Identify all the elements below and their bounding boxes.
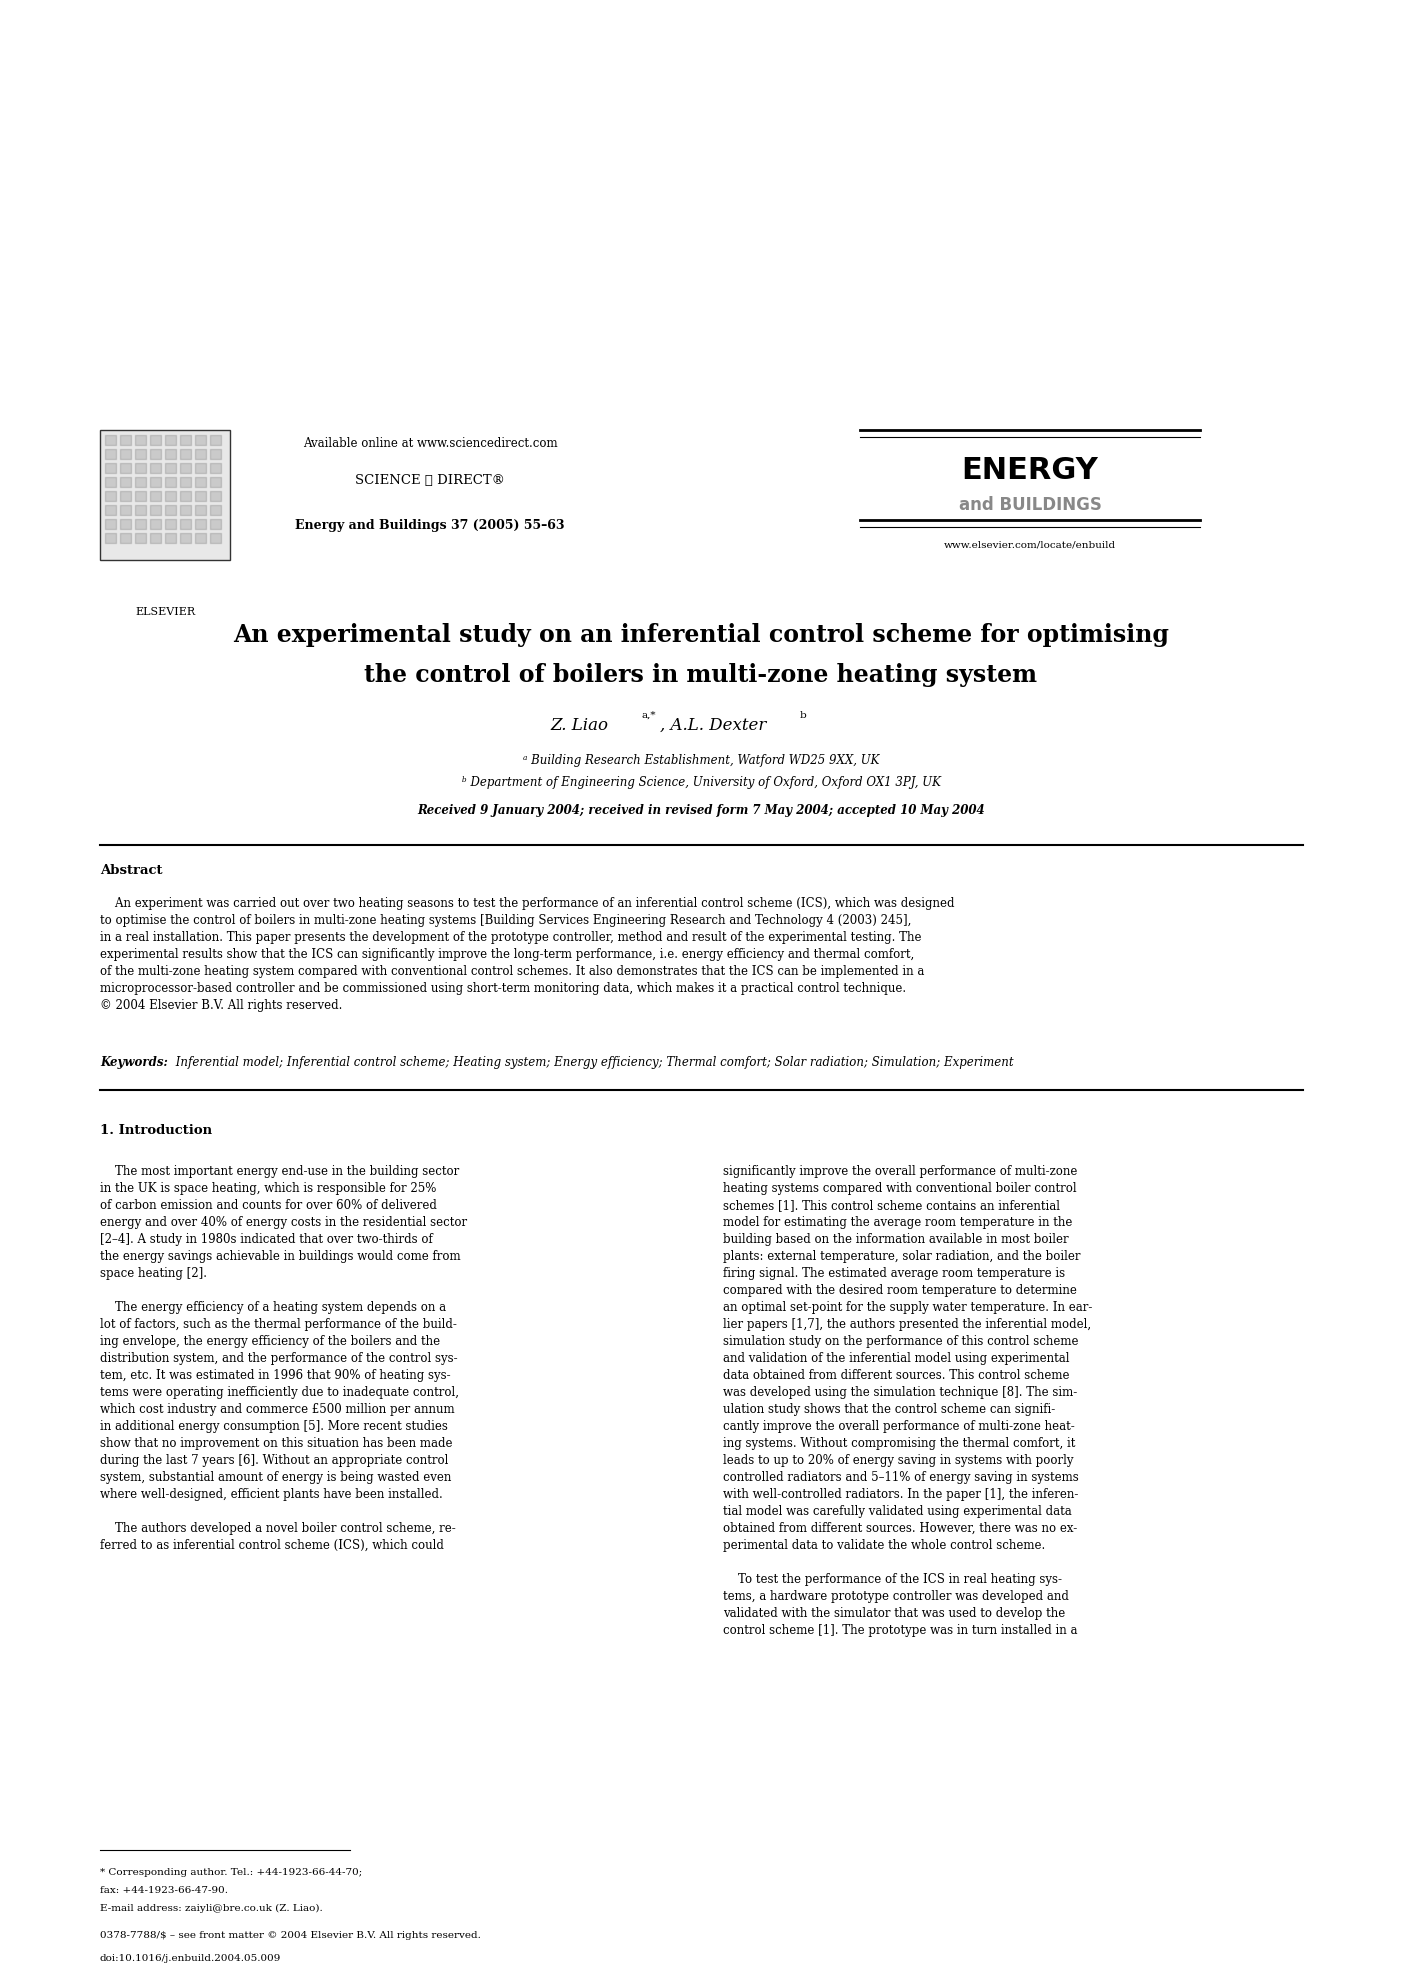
Text: Available online at www.sciencedirect.com: Available online at www.sciencedirect.co… — [303, 437, 557, 449]
Text: 0378-7788/$ – see front matter © 2004 Elsevier B.V. All rights reserved.: 0378-7788/$ – see front matter © 2004 El… — [100, 1931, 481, 1939]
Text: SCIENCE ⓐ DIRECT®: SCIENCE ⓐ DIRECT® — [355, 474, 505, 486]
Text: www.elsevier.com/locate/enbuild: www.elsevier.com/locate/enbuild — [944, 540, 1115, 550]
Text: significantly improve the overall performance of multi-zone
heating systems comp: significantly improve the overall perfor… — [723, 1165, 1093, 1638]
Text: ENERGY: ENERGY — [961, 455, 1099, 484]
Text: The most important energy end-use in the building sector
in the UK is space heat: The most important energy end-use in the… — [100, 1165, 467, 1552]
Text: ᵇ Department of Engineering Science, University of Oxford, Oxford OX1 3PJ, UK: ᵇ Department of Engineering Science, Uni… — [462, 776, 940, 788]
Text: and BUILDINGS: and BUILDINGS — [958, 496, 1101, 514]
Text: E-mail address: zaiyli@bre.co.uk (Z. Liao).: E-mail address: zaiyli@bre.co.uk (Z. Lia… — [100, 1904, 323, 1914]
Text: doi:10.1016/j.enbuild.2004.05.009: doi:10.1016/j.enbuild.2004.05.009 — [100, 1953, 282, 1963]
Text: a,*: a,* — [641, 711, 655, 719]
Text: Abstract: Abstract — [100, 863, 163, 877]
Text: , A.L. Dexter: , A.L. Dexter — [659, 717, 766, 734]
Text: 1. Introduction: 1. Introduction — [100, 1124, 212, 1137]
Text: fax: +44-1923-66-47-90.: fax: +44-1923-66-47-90. — [100, 1886, 229, 1894]
Text: Inferential model; Inferential control scheme; Heating system; Energy efficiency: Inferential model; Inferential control s… — [173, 1056, 1013, 1068]
Bar — [100, 431, 230, 560]
Text: * Corresponding author. Tel.: +44-1923-66-44-70;: * Corresponding author. Tel.: +44-1923-6… — [100, 1868, 362, 1876]
Text: Energy and Buildings 37 (2005) 55–63: Energy and Buildings 37 (2005) 55–63 — [295, 518, 565, 532]
Text: the control of boilers in multi-zone heating system: the control of boilers in multi-zone hea… — [365, 663, 1037, 687]
Text: b: b — [800, 711, 807, 719]
Text: An experimental study on an inferential control scheme for optimising: An experimental study on an inferential … — [233, 623, 1169, 647]
Text: Keywords:: Keywords: — [100, 1056, 168, 1068]
Text: Z. Liao: Z. Liao — [550, 717, 607, 734]
Text: ᵃ Building Research Establishment, Watford WD25 9XX, UK: ᵃ Building Research Establishment, Watfo… — [523, 754, 880, 766]
Text: Received 9 January 2004; received in revised form 7 May 2004; accepted 10 May 20: Received 9 January 2004; received in rev… — [417, 804, 985, 816]
Text: An experiment was carried out over two heating seasons to test the performance o: An experiment was carried out over two h… — [100, 897, 954, 1012]
Text: ELSEVIER: ELSEVIER — [135, 607, 195, 617]
